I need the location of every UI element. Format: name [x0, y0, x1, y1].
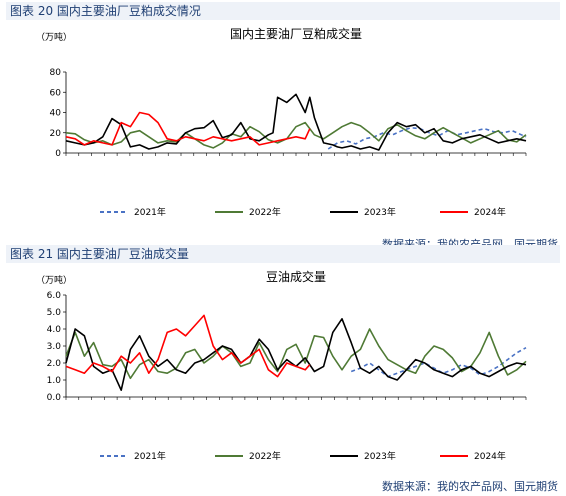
figure-20-caption: 图表 20 国内主要油厂豆粕成交情况: [6, 2, 560, 20]
y-tick-label-0-3: 60: [50, 88, 62, 98]
y-tick-label-1-6: 6.0: [47, 291, 62, 301]
chart-title-0: 国内主要油厂豆粕成交量: [230, 26, 362, 41]
soymeal-volume-chart: 国内主要油厂豆粕成交量 （万吨） 0 20 40 60 80 2021年 2022年 2023年 2…: [36, 26, 527, 218]
y-tick-label-1-0: 0.0: [47, 393, 62, 403]
series-line-0-2023: [65, 93, 527, 151]
y-tick-label-0-1: 20: [50, 129, 62, 139]
y-tick-label-1-1: 1.0: [47, 376, 62, 386]
series-line-0-2021: [327, 126, 527, 150]
legend-label-1-1: 2022年: [249, 450, 281, 462]
series-line-1-2023: [65, 317, 527, 391]
series-line-0-2022: [65, 121, 527, 149]
legend-label-1-0: 2021年: [134, 450, 166, 462]
legend-label-1-2: 2023年: [364, 450, 396, 462]
series-line-1-2022: [65, 328, 527, 380]
y-tick-label-1-4: 4.0: [47, 325, 62, 335]
legend-label-0-2: 2023年: [364, 206, 396, 218]
chart-title-1: 豆油成交量: [266, 269, 326, 284]
figure-21-source: 数据来源：我的农产品网、国元期货: [382, 480, 558, 493]
y-tick-label-1-5: 5.0: [47, 308, 62, 318]
legend-label-0-0: 2021年: [134, 206, 166, 218]
y-tick-label-1-2: 2.0: [47, 359, 62, 369]
y-tick-label-0-0: 0: [55, 149, 61, 159]
legend-label-0-1: 2022年: [249, 206, 281, 218]
legend-label-0-3: 2024年: [474, 206, 506, 218]
y-unit-label-1: （万吨）: [36, 274, 72, 286]
y-tick-label-1-3: 3.0: [47, 342, 62, 352]
legend-label-1-3: 2024年: [474, 450, 506, 462]
series-line-1-2024: [65, 314, 311, 378]
figure-21-caption: 图表 21 国内主要油厂豆油成交量: [6, 245, 560, 263]
y-tick-label-0-4: 80: [50, 68, 62, 78]
series-line-0-2024: [65, 111, 311, 146]
y-tick-label-0-2: 40: [50, 109, 62, 119]
soyoil-volume-chart: 豆油成交量 （万吨） 0.0 1.0 2.0 3.0 4.0 5.0 6.0 2021年 2022年…: [36, 269, 527, 462]
y-unit-label-0: （万吨）: [36, 31, 72, 43]
